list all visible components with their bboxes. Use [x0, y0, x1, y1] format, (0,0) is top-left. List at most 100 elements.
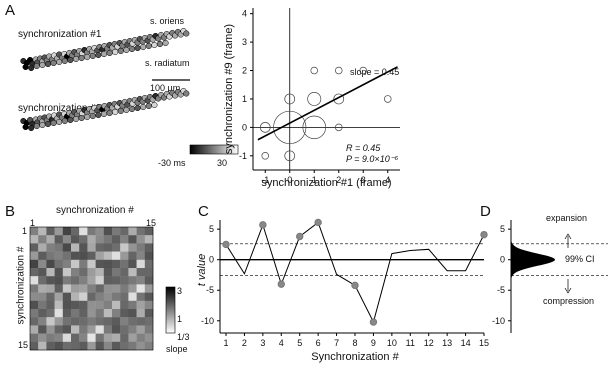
- line-x-tick-label: 9: [371, 338, 376, 348]
- heatmap-cell: [62, 227, 72, 236]
- heatmap-cell: [79, 325, 88, 334]
- heatmap-cell: [103, 300, 113, 310]
- heatmap-cell: [87, 268, 96, 277]
- heatmap-cell: [46, 235, 55, 244]
- scatter-point: [307, 91, 322, 106]
- heatmap-cell: [62, 251, 72, 260]
- d-ci-label: 99% CI: [565, 254, 595, 264]
- s-oriens-label: s. oriens: [150, 16, 185, 26]
- colorbar-min-label: -30 ms: [158, 158, 186, 168]
- line-xlabel: Synchronization #: [311, 351, 399, 363]
- cell: [39, 61, 46, 69]
- cell: [106, 49, 113, 57]
- scatter-point: [259, 122, 271, 133]
- line-x-tick-label: 15: [479, 338, 489, 348]
- heatmap-cell: [38, 276, 47, 285]
- line-point: [222, 240, 230, 249]
- heatmap-panel-b: [29, 226, 154, 351]
- heatmap-cell: [136, 235, 145, 244]
- heatmap-cell: [112, 251, 121, 260]
- heatmap-cell: [38, 268, 47, 277]
- heatmap-cell: [62, 235, 72, 244]
- heatmap-cell: [54, 259, 63, 269]
- heatmap-cell: [87, 309, 96, 318]
- heatmap-cell: [54, 317, 63, 326]
- heatmap-cell: [120, 227, 129, 236]
- heatmap-cell: [87, 317, 96, 326]
- heatmap-cell: [71, 243, 80, 252]
- cell: [61, 57, 68, 65]
- heatmap-cell: [62, 259, 72, 269]
- cell: [151, 41, 158, 49]
- heatmap-cell: [71, 259, 80, 269]
- heatmap-cell: [128, 243, 137, 252]
- heatmap-cell: [120, 284, 129, 293]
- heatmap-cell: [112, 300, 121, 310]
- heatmap-cell: [112, 259, 121, 269]
- cell-maps: [20, 27, 190, 132]
- line-x-tick-label: 7: [334, 338, 339, 348]
- heatmap-cell: [46, 259, 55, 269]
- heatmap-cell: [144, 227, 154, 236]
- heatmap-cell: [46, 268, 55, 277]
- scatter-y-tick-label: 4: [242, 9, 247, 19]
- heatmap-cell: [46, 325, 55, 334]
- line-x-tick-label: 10: [387, 338, 397, 348]
- heatmap-cell: [54, 292, 63, 301]
- b-tick-start-x: 1: [30, 218, 36, 228]
- heatmap-cell: [103, 251, 113, 260]
- cell: [128, 105, 136, 113]
- heatmap-cell: [79, 300, 88, 310]
- heatmap-cell: [38, 243, 47, 252]
- heatmap-cell: [95, 292, 104, 301]
- heatmap-cell: [128, 276, 137, 285]
- heatmap-cell: [136, 251, 145, 260]
- heatmap-cell: [103, 276, 113, 285]
- heatmap-cell: [79, 341, 88, 351]
- scatter-point: [302, 115, 327, 140]
- cell: [33, 122, 40, 130]
- heatmap-cell: [30, 227, 39, 236]
- heatmap-cell: [112, 292, 121, 301]
- cell: [78, 54, 85, 62]
- heatmap-cell: [71, 341, 80, 351]
- line-point: [369, 318, 378, 326]
- cell: [134, 104, 141, 112]
- heatmap-cell: [95, 243, 104, 252]
- scatter-y-tick-label: -1: [239, 151, 247, 161]
- heatmap-cell: [120, 235, 129, 244]
- heatmap-cell: [87, 227, 96, 236]
- line-x-tick-label: 2: [242, 338, 247, 348]
- heatmap-cell: [62, 284, 72, 293]
- panel-letter-d: D: [480, 203, 491, 220]
- heatmap-cell: [95, 284, 104, 293]
- heatmap-cell: [144, 333, 154, 342]
- cell: [89, 52, 96, 60]
- cell: [89, 112, 96, 120]
- heatmap-cell: [136, 325, 145, 334]
- stats-r: R = 0.45: [346, 143, 381, 153]
- cell: [123, 46, 130, 54]
- cell: [67, 116, 74, 124]
- heatmap-cell: [62, 341, 72, 351]
- heatmap-cell: [79, 333, 88, 342]
- heatmap-cell: [62, 243, 72, 252]
- line-y-tick-label: 5: [209, 224, 214, 234]
- line-x-tick-label: 12: [424, 338, 434, 348]
- heatmap-cell: [46, 243, 55, 252]
- cell: [140, 43, 147, 51]
- cell: [56, 58, 63, 66]
- heatmap-cell: [30, 243, 39, 252]
- heatmap-cell: [30, 300, 39, 310]
- heatmap-cell: [46, 292, 55, 301]
- heatmap-cell: [54, 309, 63, 318]
- map1-label: synchronization #1: [18, 29, 102, 40]
- heatmap-cell: [54, 235, 63, 244]
- heatmap-cell: [128, 325, 137, 334]
- heatmap-cell: [87, 235, 96, 244]
- heatmap-cell: [30, 259, 39, 269]
- cell: [123, 106, 130, 114]
- scalebar-label: 100 μm: [150, 83, 181, 93]
- cell: [67, 56, 74, 64]
- cell: [39, 121, 46, 129]
